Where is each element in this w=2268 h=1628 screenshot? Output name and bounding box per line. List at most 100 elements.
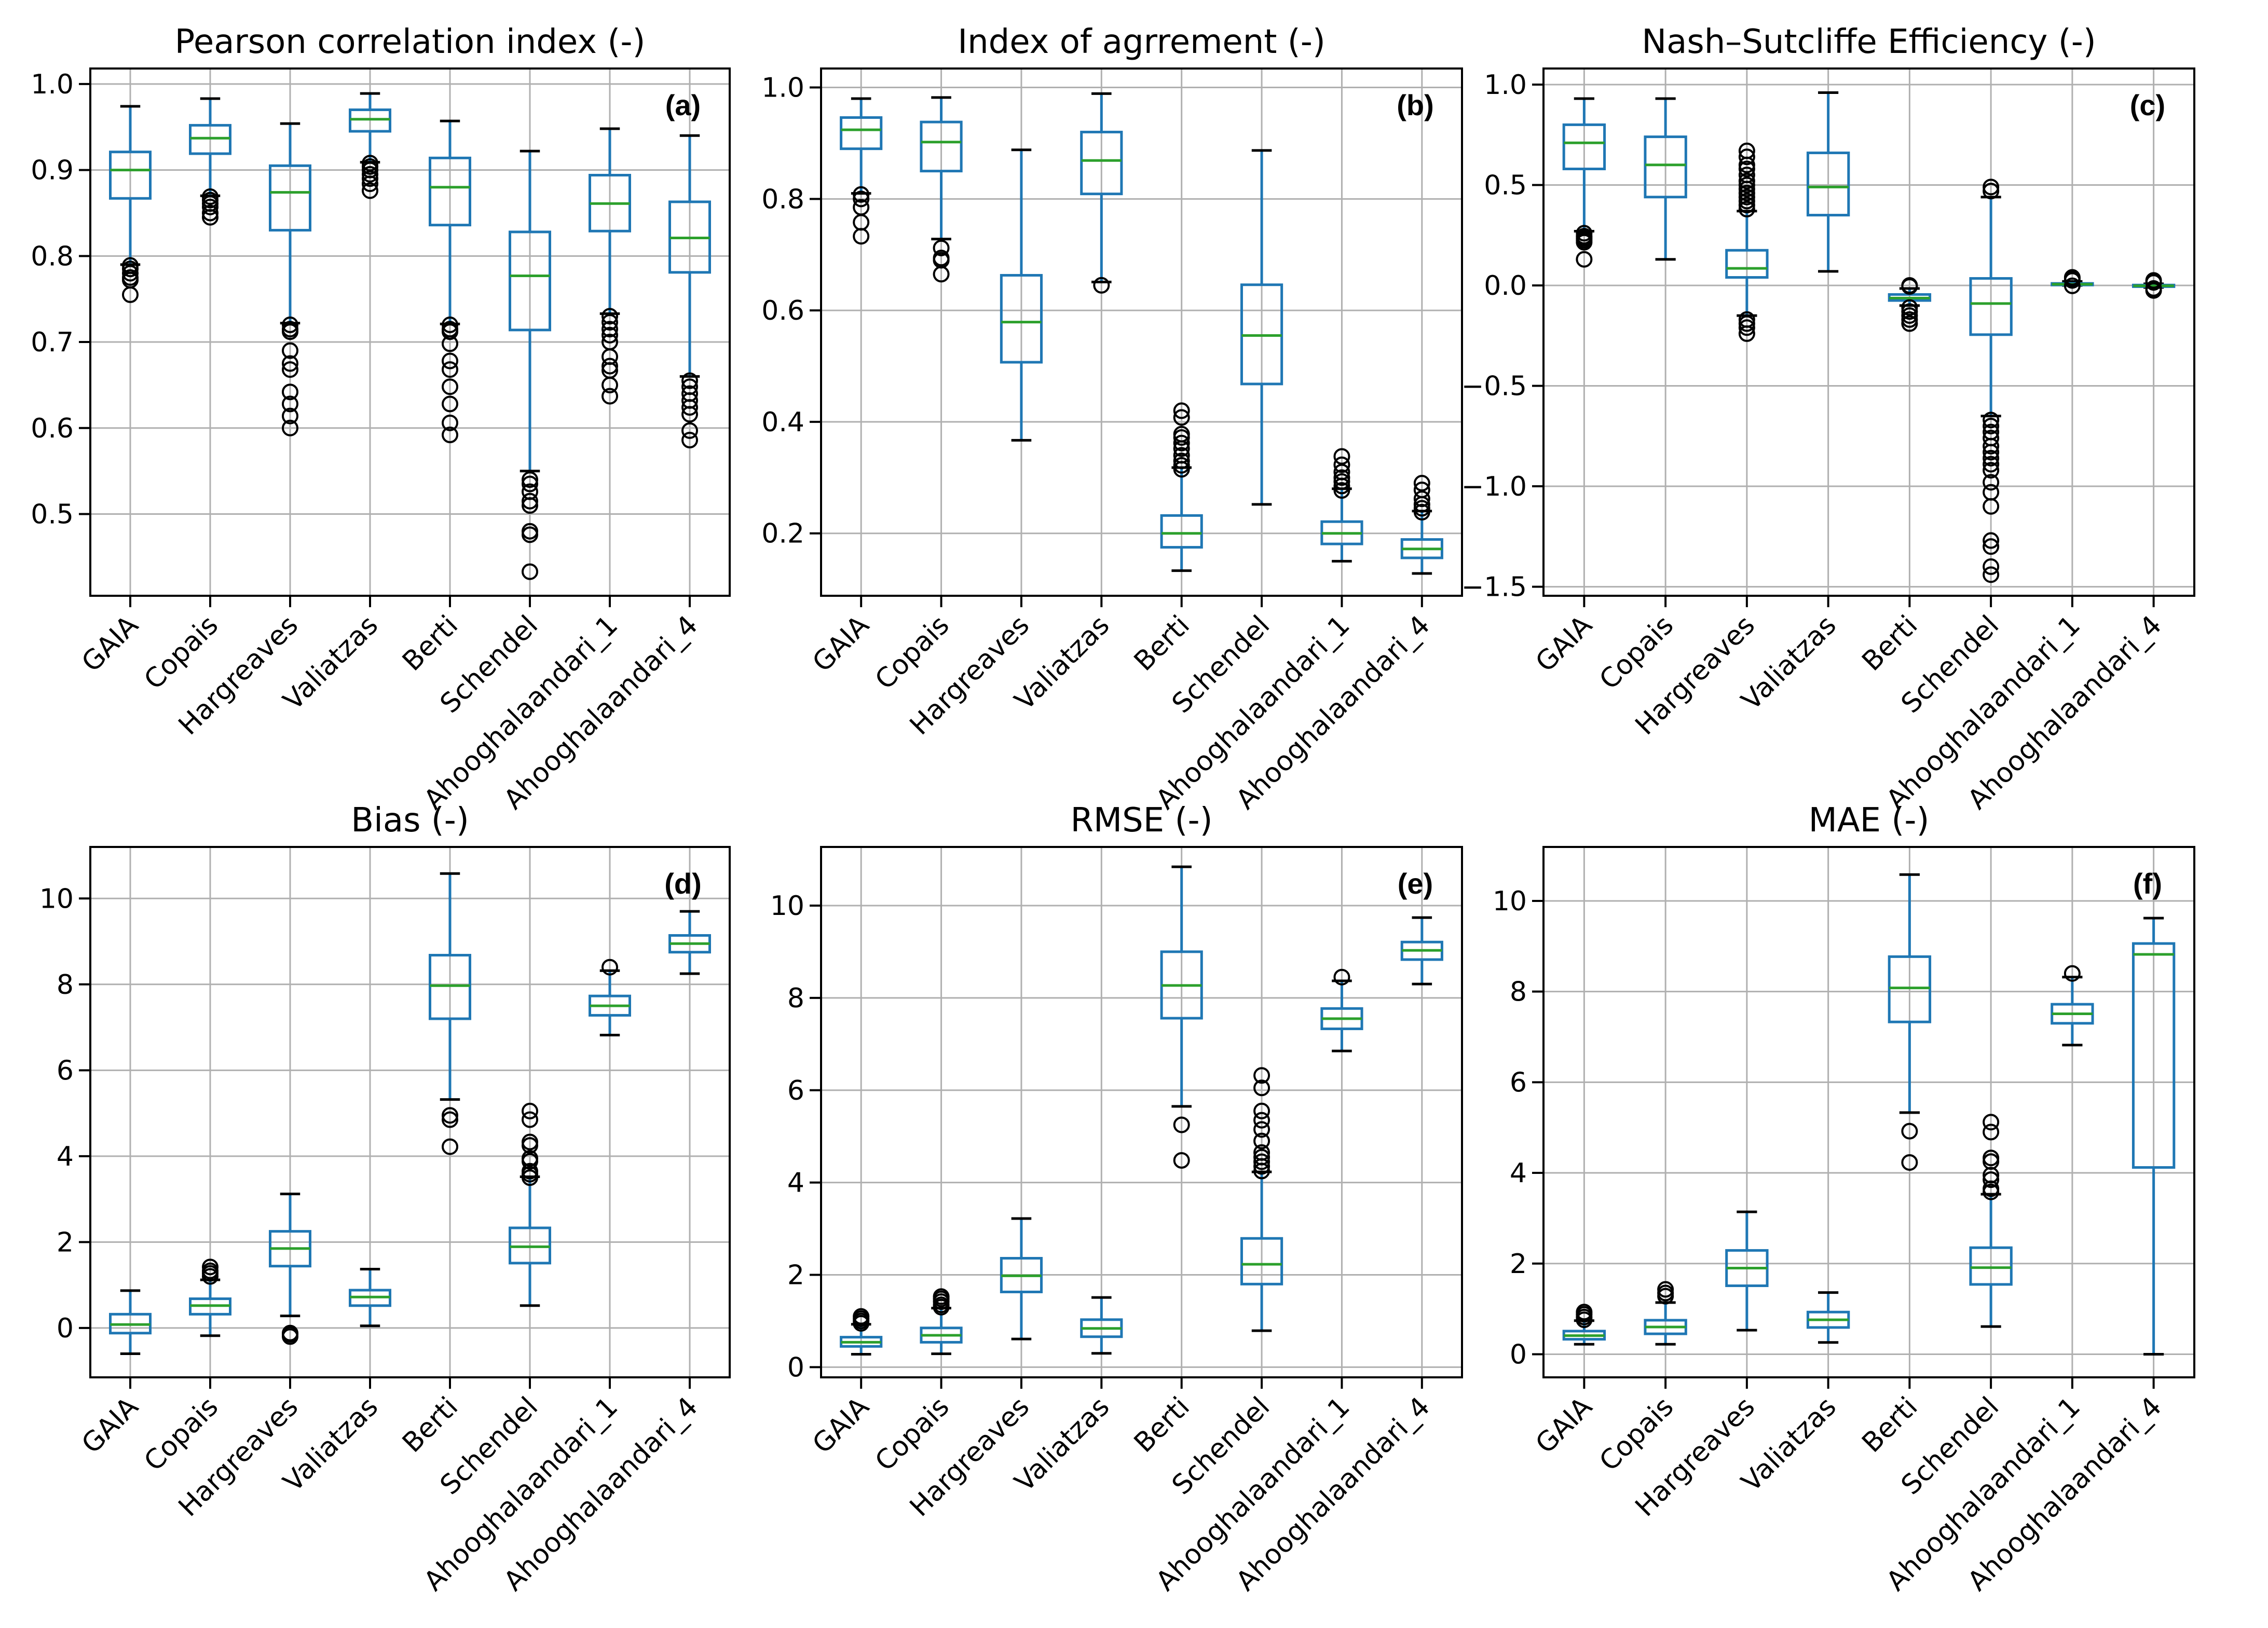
box-iqr	[109, 151, 152, 200]
outlier-point	[681, 406, 698, 423]
y-tick-label: 0	[57, 1313, 74, 1344]
box-schendel	[1240, 149, 1283, 506]
box-ahooghalaandari-1	[1320, 448, 1363, 563]
y-tick-label: 0	[787, 1352, 804, 1383]
panel-label: (c)	[2130, 89, 2165, 121]
box-iqr	[2132, 942, 2176, 1169]
outlier-point	[1738, 167, 1755, 184]
outlier-point	[2064, 965, 2081, 982]
axes-frame	[1542, 846, 2195, 1378]
outlier-point	[602, 321, 618, 338]
outlier-point	[2145, 272, 2162, 289]
outlier-point	[1576, 251, 1593, 268]
outlier-point	[602, 358, 618, 375]
subplot-title: Index of agrrement (-)	[958, 23, 1326, 61]
outlier-point	[853, 190, 870, 208]
panel-label: (d)	[664, 867, 702, 900]
subplot-title: MAE (-)	[1809, 801, 1930, 840]
panel-label: (b)	[1397, 89, 1434, 121]
outlier-point	[522, 1133, 538, 1151]
subplot-title: Bias (-)	[351, 801, 469, 840]
box-iqr	[1806, 152, 1850, 217]
subplot-title: Pearson correlation index (-)	[175, 23, 646, 61]
outlier-point	[2064, 277, 2081, 294]
outlier-point	[522, 492, 538, 510]
outlier-point	[602, 313, 618, 331]
outlier-point	[1576, 1304, 1593, 1321]
box-schendel	[509, 149, 551, 580]
outlier-point	[1738, 319, 1755, 336]
outlier-point	[1253, 1112, 1270, 1129]
box-iqr	[429, 156, 471, 227]
box-copais	[920, 96, 963, 283]
box-iqr	[1888, 955, 1932, 1023]
box-ahooghalaandari-4	[1400, 475, 1443, 575]
outlier-point	[1093, 277, 1110, 294]
x-tick-label: Berti	[1128, 610, 1196, 677]
outlier-point	[853, 186, 870, 203]
outlier-point	[282, 316, 298, 333]
outlier-point	[1983, 1124, 2000, 1141]
box-ahooghalaandari-1	[589, 959, 631, 1036]
subplot-title: Nash–Sutcliffe Efficiency (-)	[1642, 23, 2096, 61]
outlier-point	[282, 395, 298, 413]
box-schendel	[1969, 1114, 2013, 1328]
outlier-point	[442, 335, 458, 352]
box-copais	[189, 97, 231, 226]
outlier-point	[1657, 1281, 1674, 1298]
outlier-point	[282, 407, 298, 425]
outlier-point	[442, 1107, 458, 1124]
outlier-point	[1983, 538, 2000, 555]
box-hargreaves	[1725, 1210, 1769, 1332]
outlier-point	[1333, 482, 1350, 499]
outlier-point	[442, 323, 458, 340]
y-tick-label: −0.5	[1461, 371, 1527, 402]
outlier-point	[122, 265, 139, 282]
outlier-point	[202, 198, 218, 215]
box-ahooghalaandari-4	[668, 134, 711, 449]
outlier-point	[1333, 448, 1350, 465]
box-ahooghalaandari-1	[1320, 968, 1363, 1052]
x-tick-label: GAIA	[76, 609, 144, 678]
outlier-point	[1738, 172, 1755, 189]
box-hargreaves	[1000, 1217, 1043, 1340]
outlier-point	[1173, 1152, 1190, 1169]
outlier-point	[853, 228, 870, 245]
y-tick-label: −1.0	[1461, 471, 1527, 502]
y-tick-label: 4	[57, 1141, 74, 1172]
y-tick-label: 10	[1493, 886, 1527, 917]
outlier-point	[1901, 315, 1918, 332]
box-ahooghalaandari-4	[2132, 916, 2176, 1356]
box-copais	[1644, 97, 1687, 261]
axes-frame	[89, 846, 731, 1378]
outlier-point	[1983, 179, 2000, 196]
outlier-point	[1333, 469, 1350, 486]
outlier-point	[1173, 447, 1190, 464]
box-gaia	[109, 105, 152, 303]
outlier-point	[1901, 1154, 1918, 1171]
x-tick-label: GAIA	[807, 609, 875, 678]
axes-frame	[1542, 67, 2195, 597]
outlier-point	[282, 323, 298, 340]
panel-label: (f)	[2133, 867, 2162, 900]
outlier-point	[442, 352, 458, 370]
y-tick-label: 6	[57, 1055, 74, 1086]
outlier-point	[1983, 462, 2000, 479]
box-schendel	[1969, 179, 2013, 583]
box-hargreaves	[269, 1193, 311, 1345]
outlier-point	[1983, 1171, 2000, 1188]
outlier-point	[442, 395, 458, 413]
outlier-point	[1738, 148, 1755, 166]
box-berti	[1888, 873, 1932, 1171]
x-tick-label: GAIA	[76, 1391, 144, 1459]
outlier-point	[1983, 532, 2000, 549]
axes-frame	[89, 67, 731, 597]
outlier-point	[933, 1288, 950, 1305]
x-tick-label: Berti	[397, 610, 464, 677]
outlier-point	[442, 316, 458, 333]
outlier-point	[1413, 490, 1430, 508]
box-ahooghalaandari-1	[2051, 965, 2094, 1047]
outlier-point	[1983, 1114, 2000, 1131]
box-iqr	[1969, 277, 2013, 336]
